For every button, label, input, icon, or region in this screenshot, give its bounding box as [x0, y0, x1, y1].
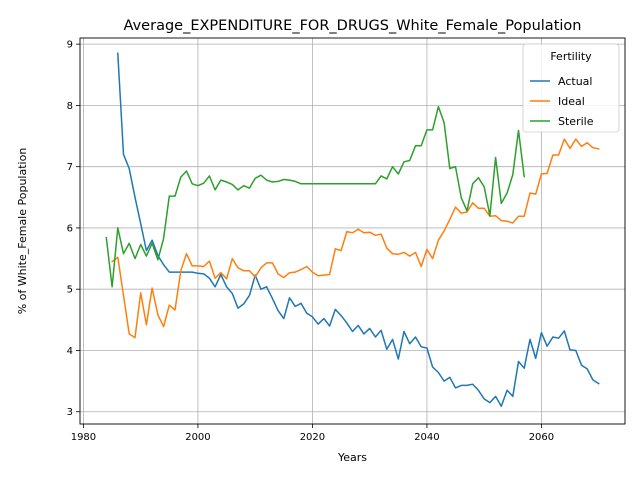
y-tick-label: 7 [67, 162, 73, 173]
legend-label-actual: Actual [558, 75, 592, 88]
legend-box [522, 43, 620, 133]
y-tick-label: 8 [67, 101, 73, 112]
x-tick-label: 2020 [300, 432, 325, 443]
plot-frame [79, 37, 626, 425]
y-tick-label: 5 [67, 285, 73, 296]
series-line-ideal [111, 138, 600, 339]
legend-label-ideal: Ideal [558, 95, 585, 108]
series-line-sterile [105, 105, 526, 288]
x-tick-label: 2060 [529, 432, 554, 443]
series-lines [105, 52, 600, 407]
x-tick-label: 2040 [414, 432, 439, 443]
series-line-actual [117, 52, 600, 407]
legend-label-sterile: Sterile [558, 115, 594, 128]
y-tick-label: 4 [67, 346, 73, 357]
y-tick-label: 3 [67, 407, 73, 418]
legend-title: Fertility [550, 50, 592, 63]
x-tick-label: 1980 [71, 432, 96, 443]
x-tick-label: 2000 [185, 432, 210, 443]
chart-title: Average_EXPENDITURE_FOR_DRUGS_White_Fema… [124, 18, 582, 34]
y-axis-label: % of White_Female Population [16, 148, 29, 315]
axis-ticks: 1980 2000 2020 2040 2060 3 4 5 6 7 8 9 [67, 40, 555, 443]
x-axis-label: Years [337, 451, 367, 464]
legend: Fertility Actual Ideal Sterile [522, 43, 620, 133]
y-tick-label: 9 [67, 40, 73, 51]
y-tick-label: 6 [67, 223, 73, 234]
